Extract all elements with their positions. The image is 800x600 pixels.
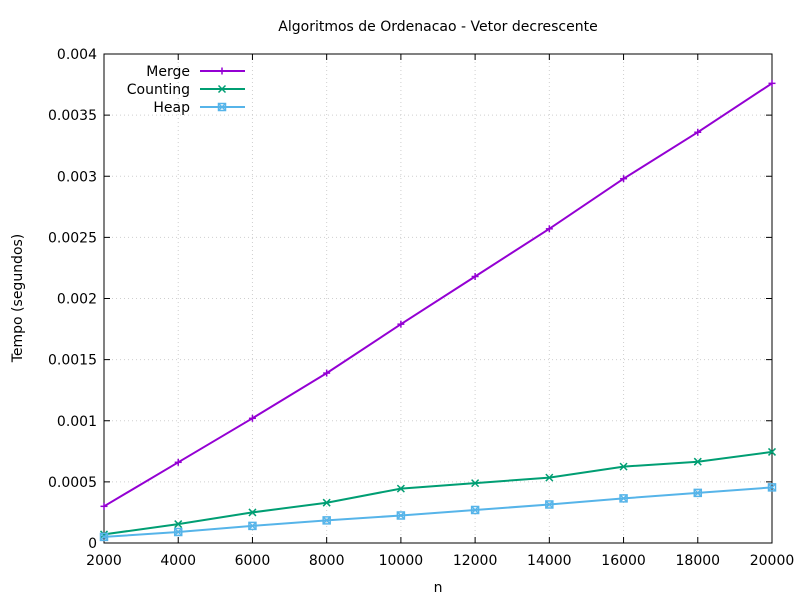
marker-stroke [619,494,628,503]
chart-title: Algoritmos de Ordenacao - Vetor decresce… [278,19,597,35]
marker-stroke [217,102,227,112]
marker-stroke [322,498,331,507]
marker-stroke [619,462,628,471]
data-point-counting [174,520,183,529]
data-point-merge [174,458,182,466]
marker-stroke [217,84,227,94]
data-point-counting [545,473,554,482]
data-point-heap [99,532,109,542]
marker-box [693,488,703,498]
marker-stroke [322,516,331,525]
series-line-merge [103,82,773,508]
x-tick-label: 8000 [309,553,345,569]
legend: Merge Counting Heap [127,64,245,116]
data-point-merge [768,79,776,87]
y-tick-label: 0.0015 [48,353,97,369]
y-tick-label: 0.0025 [48,230,97,246]
data-point-counting [471,479,480,488]
data-point-heap [173,527,183,537]
grid-lines [104,54,772,543]
legend-label-merge: Merge [146,64,190,80]
marker-box [767,483,777,492]
data-point-merge [397,320,405,328]
y-tick-label: 0.003 [57,169,97,185]
legend-marker-merge [218,67,226,75]
data-point-merge [620,175,628,183]
data-point-counting [396,484,405,493]
marker-stroke [99,532,109,541]
y-tick-label: 0.001 [57,414,97,430]
marker-stroke [545,473,554,482]
marker-stroke [693,457,702,466]
legend-marker-heap [217,102,227,112]
y-tick-label: 0 [88,536,97,552]
data-point-heap [322,516,331,525]
data-point-heap [619,494,628,503]
marker-box [248,521,257,531]
marker-stroke [471,505,480,515]
marker-box [396,511,406,520]
marker-stroke [99,530,109,539]
x-tick-label: 14000 [527,553,572,569]
x-tick-label: 18000 [676,553,721,569]
data-point-merge [248,414,256,422]
data-point-merge [545,225,553,233]
x-tick-label: 10000 [379,553,424,569]
series-line-heap [103,486,773,538]
data-point-heap [396,511,406,520]
x-tick-label: 16000 [601,553,646,569]
y-tick-label: 0.0035 [48,108,97,124]
data-point-counting [619,462,628,471]
marker-stroke [396,511,405,520]
marker-stroke [174,527,183,537]
marker-box [173,527,183,537]
marker-stroke [767,483,777,492]
marker-box [322,516,331,525]
data-point-heap [248,521,257,531]
x-tick-label: 20000 [750,553,795,569]
axis-ticks: 0 0.0005 0.001 0.0015 0.002 0.0025 0.003 0.0035… [48,47,794,569]
legend-label-counting: Counting [127,82,190,98]
marker-stroke [471,479,480,488]
data-point-heap [545,500,554,509]
y-tick-label: 0.002 [57,292,97,308]
data-point-counting [693,457,702,466]
x-axis-label: n [434,580,443,596]
data-point-merge [323,369,331,377]
x-tick-label: 6000 [235,553,271,569]
data-point-heap [767,483,777,492]
y-axis-label: Tempo (segundos) [10,234,26,364]
marker-stroke [693,488,702,497]
data-point-merge [694,128,702,136]
marker-stroke [396,484,405,493]
marker-stroke [767,447,777,456]
data-point-counting [767,447,777,456]
series-line-counting [103,450,773,536]
data-point-heap [470,505,480,515]
marker-box [99,532,109,542]
x-tick-label: 4000 [160,553,196,569]
series-layer [99,79,777,542]
y-tick-label: 0.004 [57,47,97,63]
data-point-merge [100,502,108,510]
marker-stroke [545,500,554,509]
x-tick-label: 12000 [453,553,498,569]
data-point-counting [248,508,257,517]
data-point-counting [322,498,331,507]
legend-label-heap: Heap [153,100,190,116]
marker-box [217,102,227,112]
legend-marker-counting [217,84,227,94]
marker-stroke [174,520,183,529]
marker-box [619,494,628,503]
marker-stroke [248,521,257,530]
data-point-heap [693,488,703,498]
marker-stroke [248,508,257,517]
x-tick-label: 2000 [86,553,122,569]
marker-box [545,500,554,509]
marker-box [470,505,480,515]
data-point-merge [471,272,479,280]
y-tick-label: 0.0005 [48,475,97,491]
